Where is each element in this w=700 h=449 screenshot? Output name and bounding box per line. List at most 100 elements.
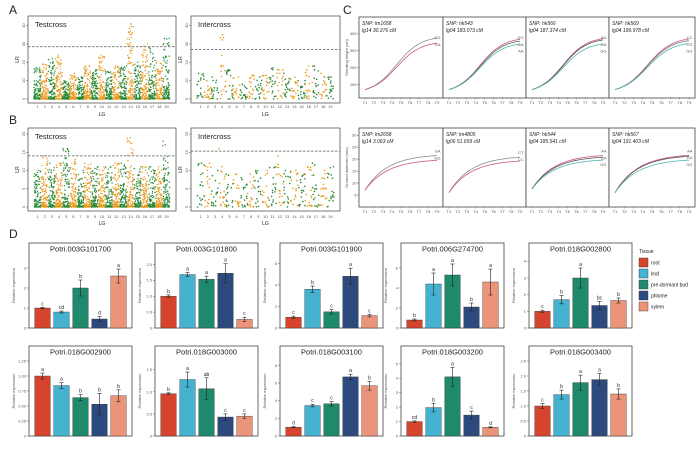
snp-point: [242, 206, 244, 208]
snp-point: [88, 190, 90, 193]
snp-point: [149, 51, 152, 54]
snp-point: [127, 139, 129, 142]
snp-point: [62, 95, 64, 98]
snp-point: [271, 69, 274, 71]
snp-point: [134, 91, 136, 93]
snp-point: [131, 83, 133, 85]
snp-point: [102, 184, 104, 187]
snp-point: [41, 97, 43, 99]
snp-point: [315, 85, 317, 87]
snp-point: [274, 186, 277, 189]
snp-point: [306, 69, 308, 71]
snp-point: [43, 96, 46, 98]
snp-point: [74, 190, 76, 192]
snp-point: [76, 88, 79, 91]
snp-point: [133, 167, 135, 170]
snp-point: [69, 83, 71, 86]
snp-point: [90, 180, 93, 182]
snp-point: [43, 86, 45, 89]
snp-point: [67, 201, 70, 204]
snp-point: [222, 36, 225, 39]
snp-point: [277, 166, 280, 169]
snp-point: [117, 205, 119, 207]
snp-point: [148, 168, 150, 170]
snp-point: [245, 98, 247, 100]
snp-point: [86, 92, 89, 94]
snp-point: [237, 76, 240, 78]
snp-point: [105, 82, 108, 84]
snp-point: [258, 93, 260, 95]
snp-point: [123, 90, 125, 92]
snp-point: [165, 179, 167, 181]
snp-point: [138, 181, 141, 184]
snp-point: [147, 175, 150, 177]
snp-point: [152, 195, 155, 198]
snp-point: [275, 173, 278, 176]
snp-point: [143, 194, 146, 196]
snp-point: [218, 147, 220, 150]
snp-point: [297, 89, 299, 92]
snp-point: [101, 60, 104, 62]
snp-point: [37, 94, 39, 97]
snp-point: [45, 167, 47, 169]
snp-point: [62, 204, 65, 207]
snp-point: [74, 169, 77, 171]
snp-point: [149, 66, 151, 68]
snp-point: [107, 200, 109, 202]
snp-point: [163, 159, 165, 161]
snp-point: [49, 176, 51, 178]
snp-point: [100, 93, 102, 95]
snp-point: [330, 95, 332, 98]
snp-point: [37, 81, 39, 83]
snp-point: [105, 194, 107, 196]
snp-point: [46, 169, 49, 171]
snp-point: [48, 98, 51, 100]
snp-point: [90, 77, 93, 80]
snp-point: [119, 67, 121, 69]
snp-point: [143, 45, 145, 47]
snp-point: [112, 186, 114, 188]
snp-point: [134, 69, 136, 72]
snp-point: [47, 200, 49, 202]
snp-point: [129, 57, 131, 59]
snp-point: [304, 83, 307, 86]
snp-point: [199, 92, 202, 94]
snp-point: [85, 90, 87, 93]
snp-point: [45, 172, 47, 174]
snp-point: [55, 84, 57, 87]
snp-point: [122, 168, 125, 170]
snp-point: [129, 167, 131, 169]
snp-point: [86, 68, 88, 70]
snp-point: [34, 189, 36, 192]
snp-point: [84, 197, 87, 199]
snp-point: [34, 182, 36, 184]
snp-point: [116, 95, 119, 98]
snp-point: [206, 202, 209, 204]
snp-point: [110, 98, 112, 100]
snp-point: [141, 65, 143, 67]
snp-point: [322, 195, 325, 197]
snp-point: [132, 82, 135, 85]
snp-point: [55, 204, 57, 206]
snp-point: [96, 87, 99, 90]
snp-point: [90, 83, 93, 85]
snp-point: [235, 93, 238, 95]
snp-point: [162, 140, 164, 142]
snp-point: [44, 75, 46, 77]
snp-point: [163, 86, 165, 88]
snp-point: [78, 201, 80, 204]
snp-point: [143, 91, 145, 93]
snp-point: [36, 201, 38, 203]
snp-point: [276, 97, 279, 100]
lg-tick-label: 9: [94, 104, 97, 109]
snp-point: [281, 97, 284, 99]
snp-point: [36, 71, 38, 73]
snp-point: [97, 194, 100, 196]
snp-point: [248, 204, 250, 206]
snp-point: [96, 69, 98, 71]
snp-point: [61, 192, 63, 194]
snp-point: [305, 75, 308, 77]
snp-point: [111, 190, 113, 193]
snp-point: [78, 96, 80, 99]
snp-point: [313, 77, 316, 80]
